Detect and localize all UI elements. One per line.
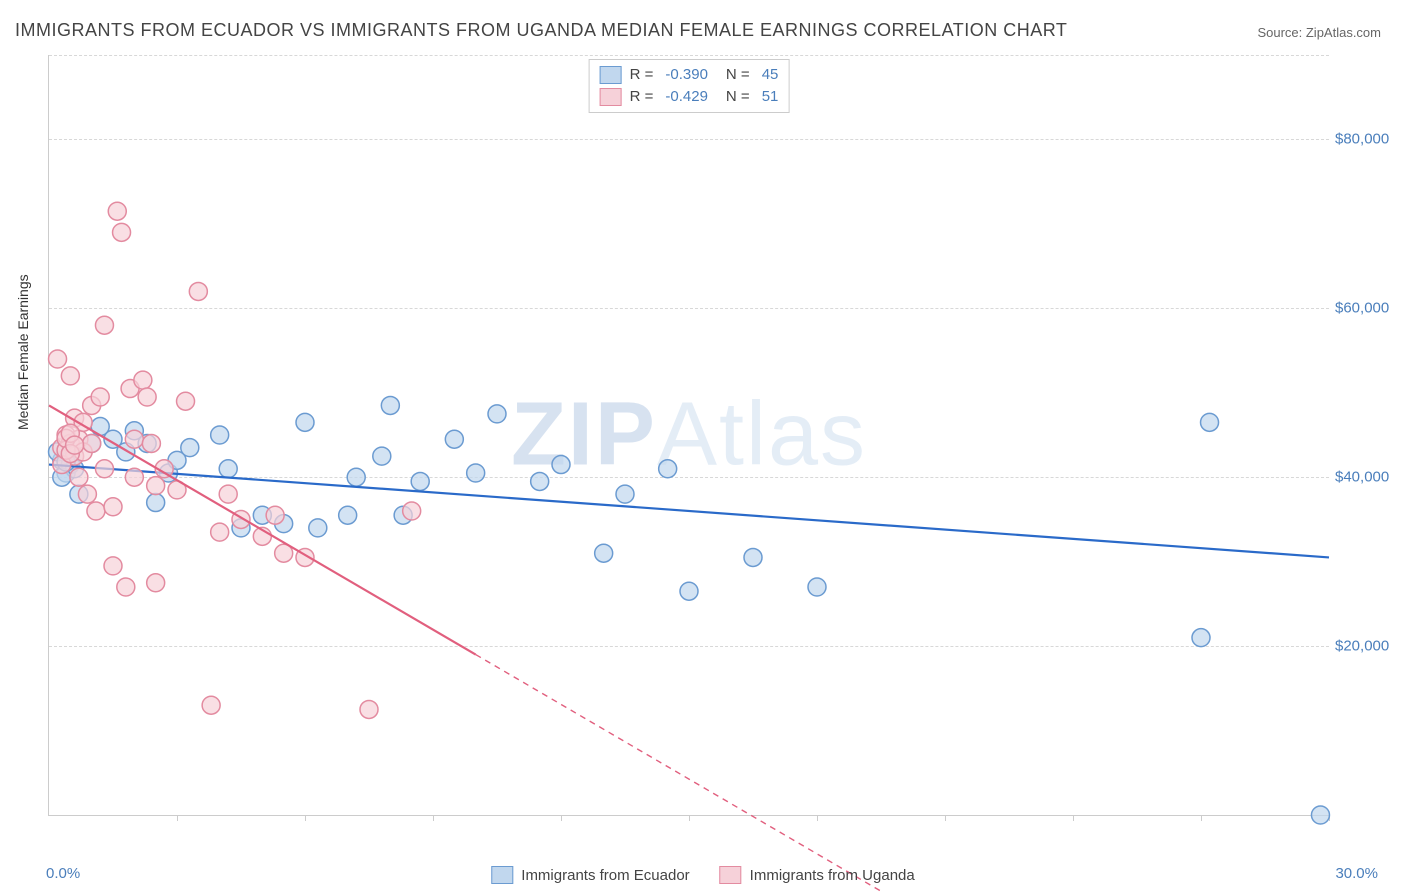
scatter-point [531, 472, 549, 490]
x-tick [561, 815, 562, 821]
scatter-point [411, 472, 429, 490]
x-tick [1073, 815, 1074, 821]
legend-n-label: N = [726, 86, 750, 108]
legend-swatch [600, 66, 622, 84]
legend-r-value: -0.429 [665, 86, 708, 108]
scatter-point [49, 350, 67, 368]
legend-r-label: R = [630, 86, 654, 108]
scatter-point [61, 367, 79, 385]
x-tick [1201, 815, 1202, 821]
scatter-point [138, 388, 156, 406]
scatter-point [83, 434, 101, 452]
scatter-point [70, 468, 88, 486]
x-tick [689, 815, 690, 821]
scatter-point [347, 468, 365, 486]
scatter-point [467, 464, 485, 482]
x-tick [305, 815, 306, 821]
chart-plot-area: ZIPAtlas $20,000$40,000$60,000$80,000R =… [48, 55, 1329, 816]
scatter-svg [49, 55, 1329, 815]
legend-r-label: R = [630, 64, 654, 86]
scatter-point [488, 405, 506, 423]
x-axis-max-label: 30.0% [1335, 865, 1378, 882]
scatter-point [211, 523, 229, 541]
scatter-point [95, 316, 113, 334]
scatter-point [266, 506, 284, 524]
scatter-point [219, 460, 237, 478]
scatter-point [78, 485, 96, 503]
legend-n-value: 45 [762, 64, 779, 86]
scatter-point [1311, 806, 1329, 824]
legend-n-value: 51 [762, 86, 779, 108]
x-tick [945, 815, 946, 821]
x-axis-min-label: 0.0% [46, 865, 80, 882]
scatter-point [142, 434, 160, 452]
x-tick [177, 815, 178, 821]
y-tick-label: $60,000 [1335, 300, 1405, 317]
scatter-point [680, 582, 698, 600]
legend-series-name: Immigrants from Ecuador [521, 867, 689, 884]
scatter-point [202, 696, 220, 714]
legend-swatch [720, 866, 742, 884]
scatter-point [360, 700, 378, 718]
y-tick-label: $20,000 [1335, 638, 1405, 655]
scatter-point [87, 502, 105, 520]
scatter-point [595, 544, 613, 562]
scatter-point [219, 485, 237, 503]
scatter-point [381, 396, 399, 414]
scatter-point [659, 460, 677, 478]
legend-n-label: N = [726, 64, 750, 86]
source-value: ZipAtlas.com [1306, 25, 1381, 40]
legend-swatch [600, 88, 622, 106]
scatter-point [616, 485, 634, 503]
scatter-point [552, 456, 570, 474]
legend-row: R = -0.429 N = 51 [600, 86, 779, 108]
correlation-legend: R = -0.390 N = 45 R = -0.429 N = 51 [589, 59, 790, 113]
y-tick-label: $40,000 [1335, 469, 1405, 486]
scatter-point [445, 430, 463, 448]
scatter-point [66, 436, 84, 454]
scatter-point [125, 468, 143, 486]
x-tick [817, 815, 818, 821]
legend-row: R = -0.390 N = 45 [600, 64, 779, 86]
scatter-point [177, 392, 195, 410]
scatter-point [1192, 629, 1210, 647]
scatter-point [309, 519, 327, 537]
x-tick [433, 815, 434, 821]
scatter-point [211, 426, 229, 444]
legend-swatch [491, 866, 513, 884]
scatter-point [181, 439, 199, 457]
scatter-point [147, 494, 165, 512]
scatter-point [147, 477, 165, 495]
scatter-point [339, 506, 357, 524]
scatter-point [91, 388, 109, 406]
source-label: Source: [1257, 25, 1305, 40]
scatter-point [808, 578, 826, 596]
chart-title: IMMIGRANTS FROM ECUADOR VS IMMIGRANTS FR… [15, 20, 1067, 41]
scatter-point [403, 502, 421, 520]
y-tick-label: $80,000 [1335, 131, 1405, 148]
scatter-point [95, 460, 113, 478]
scatter-point [147, 574, 165, 592]
scatter-point [1201, 413, 1219, 431]
trend-line-dashed [476, 655, 1329, 892]
scatter-point [134, 371, 152, 389]
source-attribution: Source: ZipAtlas.com [1257, 25, 1381, 40]
trend-line-solid [49, 405, 476, 654]
scatter-point [104, 557, 122, 575]
scatter-point [744, 548, 762, 566]
bottom-legend: Immigrants from Ecuador Immigrants from U… [491, 866, 914, 884]
scatter-point [104, 498, 122, 516]
y-axis-label: Median Female Earnings [15, 274, 31, 430]
scatter-point [125, 430, 143, 448]
scatter-point [117, 578, 135, 596]
bottom-legend-item: Immigrants from Ecuador [491, 866, 689, 884]
scatter-point [113, 223, 131, 241]
bottom-legend-item: Immigrants from Uganda [720, 866, 915, 884]
scatter-point [296, 413, 314, 431]
scatter-point [108, 202, 126, 220]
legend-series-name: Immigrants from Uganda [750, 867, 915, 884]
legend-r-value: -0.390 [665, 64, 708, 86]
scatter-point [373, 447, 391, 465]
scatter-point [189, 282, 207, 300]
